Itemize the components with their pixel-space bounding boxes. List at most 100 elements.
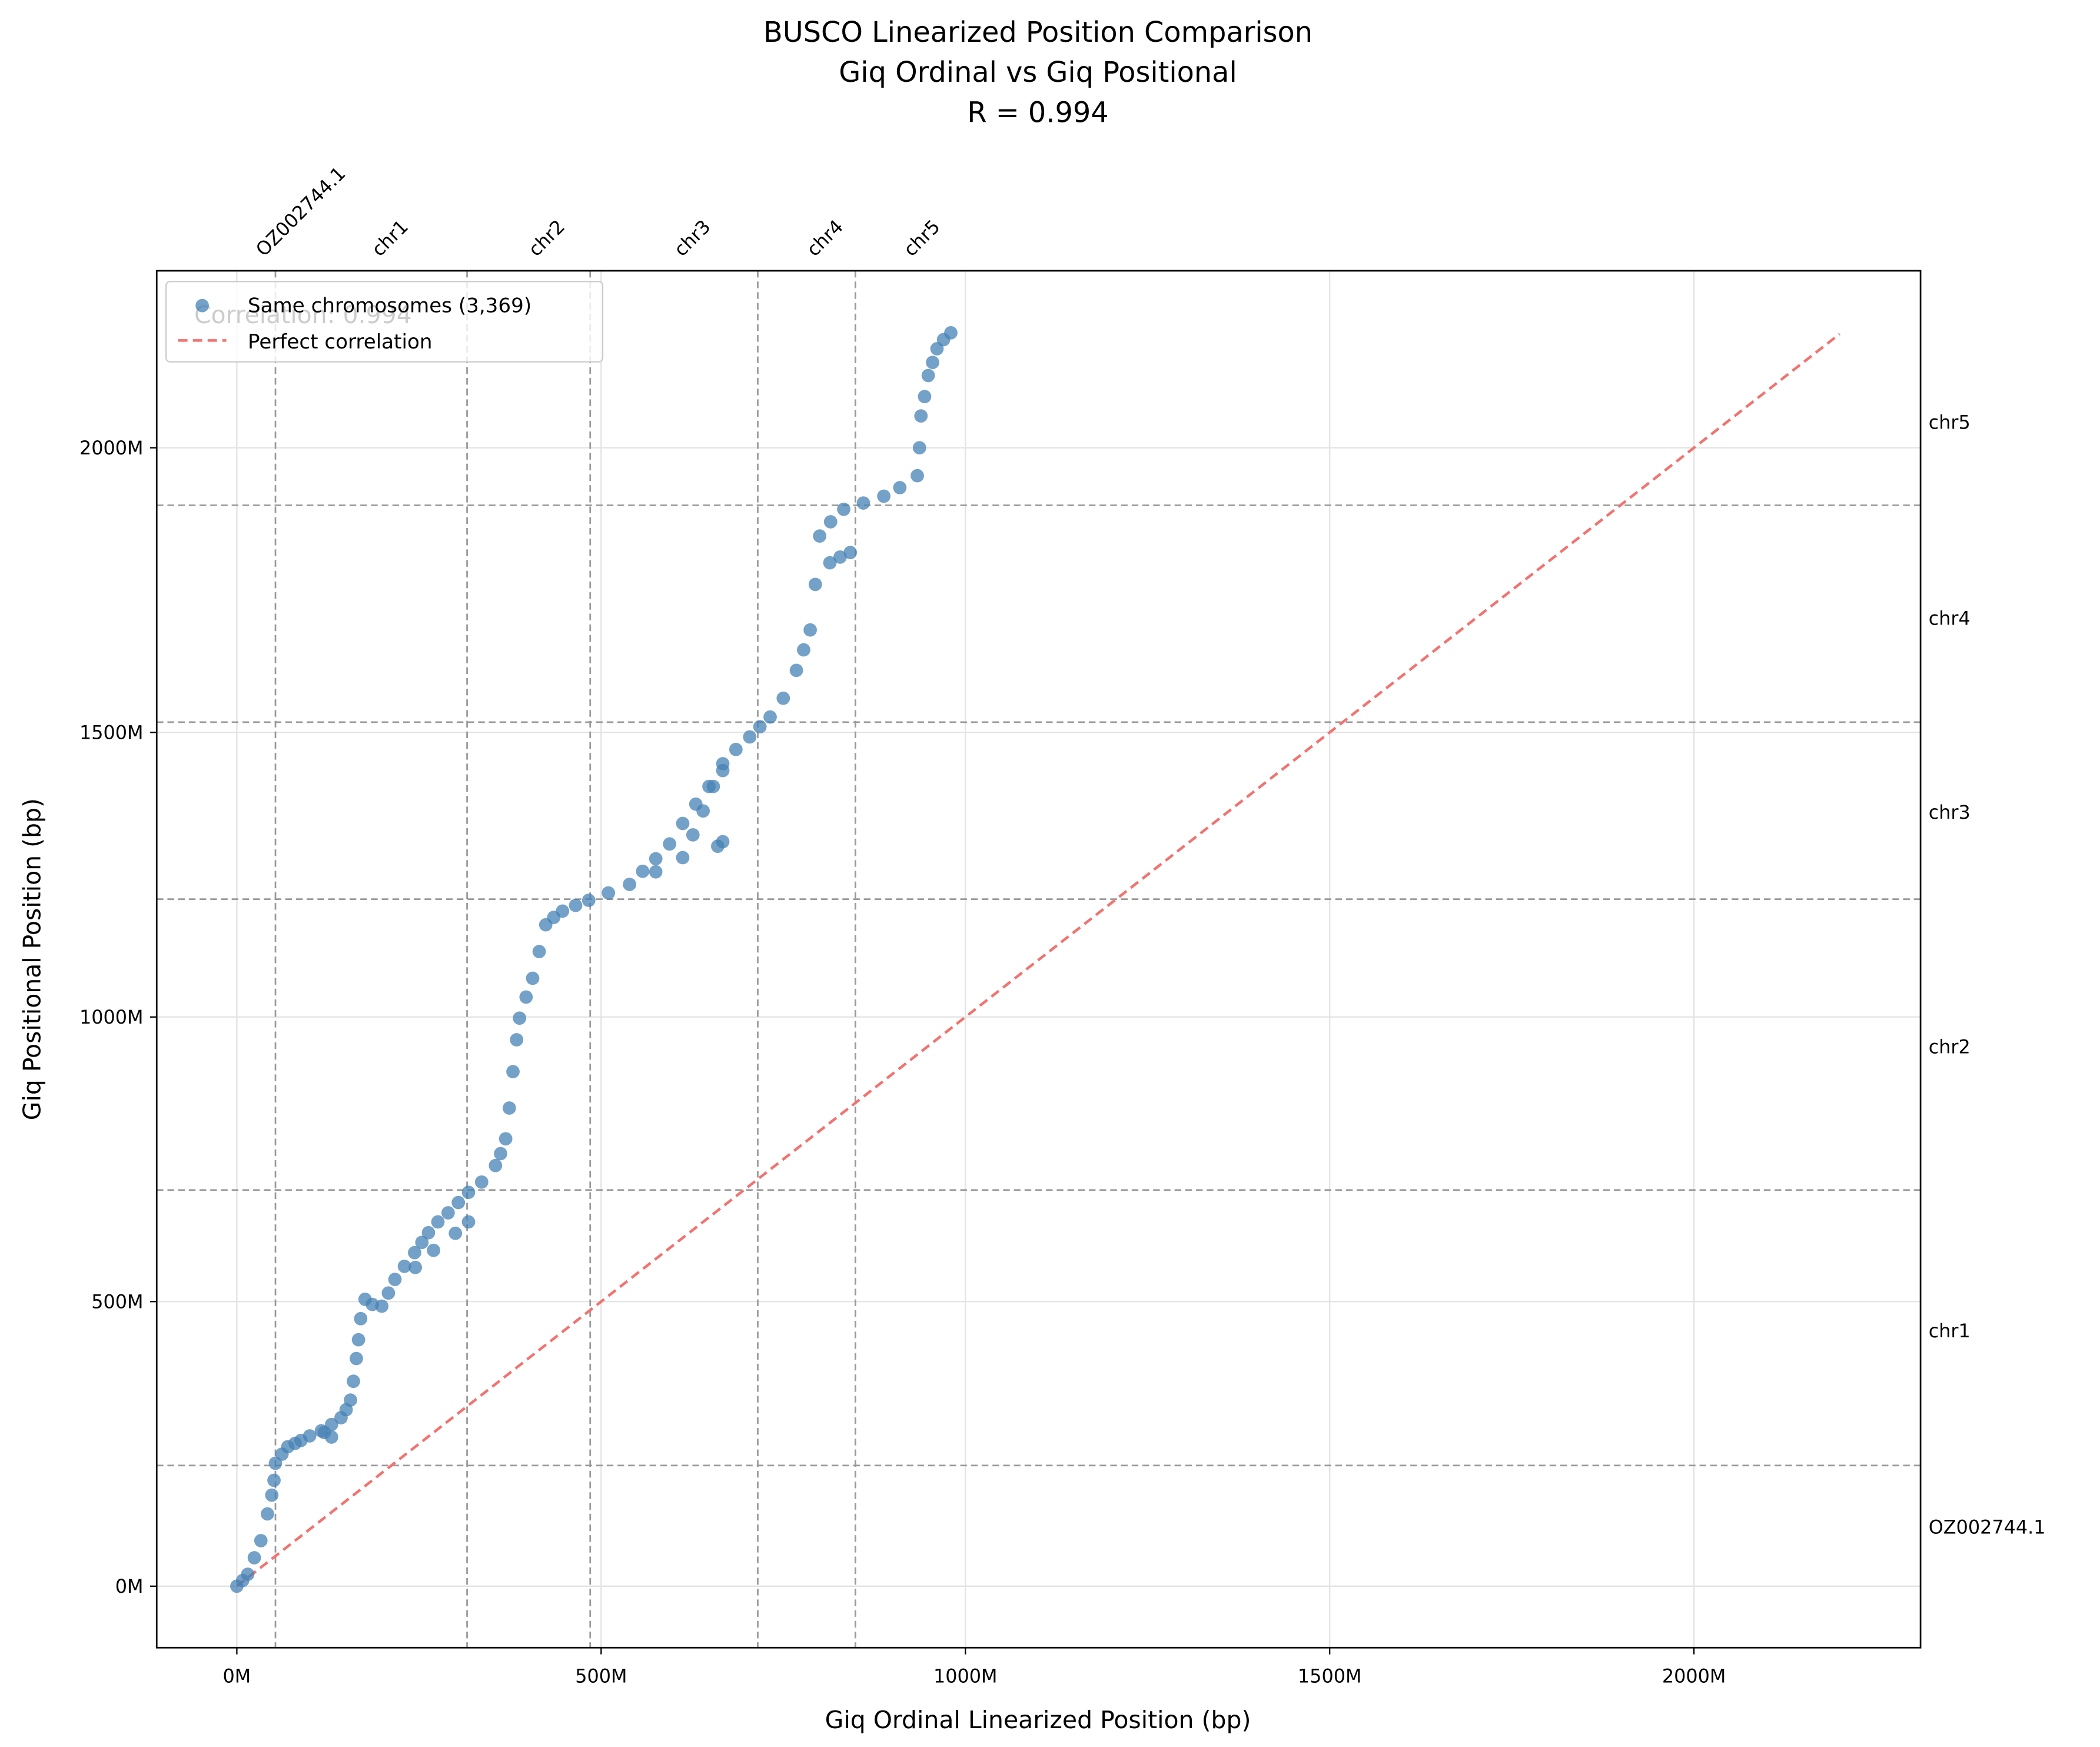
reference-line xyxy=(235,333,1841,1587)
scatter-point xyxy=(526,971,540,985)
x-tick-label: 0M xyxy=(223,1665,251,1687)
scatter-point xyxy=(265,1488,279,1502)
scatter-point xyxy=(716,763,730,778)
scatter-point xyxy=(918,390,932,404)
scatter-point xyxy=(926,356,939,370)
scatter-point xyxy=(649,865,663,879)
scatter-point xyxy=(489,1158,503,1173)
scatter-point xyxy=(911,469,924,483)
y-region-label: chr1 xyxy=(1929,1320,1971,1342)
scatter-point xyxy=(354,1311,368,1326)
scatter-point xyxy=(877,489,890,503)
chart-annotation: R = 0.994 xyxy=(967,97,1108,129)
scatter-point xyxy=(636,864,650,878)
scatter-point xyxy=(448,1226,463,1240)
scatter-point xyxy=(914,409,928,423)
y-region-label: chr2 xyxy=(1929,1035,1971,1058)
scatter-point xyxy=(729,742,743,756)
scatter-point xyxy=(789,663,803,677)
scatter-point xyxy=(856,496,870,510)
y-tick-label: 2000M xyxy=(79,437,144,459)
y-tick-label: 1000M xyxy=(79,1006,144,1028)
x-tick-label: 2000M xyxy=(1662,1665,1726,1687)
scatter-point xyxy=(324,1430,338,1444)
scatter-point xyxy=(893,481,907,494)
scatter-point xyxy=(912,441,926,455)
legend-label: Perfect correlation xyxy=(248,330,432,354)
scatter-point xyxy=(375,1299,389,1313)
scatter-point xyxy=(676,851,690,865)
scatter-point xyxy=(686,828,700,842)
chart-subtitle: Giq Ordinal vs Giq Positional xyxy=(839,57,1237,89)
scatter-point xyxy=(350,1351,363,1366)
scatter-point xyxy=(451,1195,466,1210)
scatter-point xyxy=(689,797,703,811)
y-tick-label: 1500M xyxy=(79,722,144,744)
y-region-label: chr3 xyxy=(1929,801,1971,823)
scatter-point xyxy=(427,1243,440,1257)
scatter-point xyxy=(602,886,616,900)
scatter-point xyxy=(944,326,958,340)
scatter-point xyxy=(441,1206,455,1220)
scatter-point xyxy=(743,730,757,744)
scatter-point xyxy=(381,1286,396,1300)
scatter-point xyxy=(803,623,817,637)
y-region-label: OZ002744.1 xyxy=(1929,1516,2046,1539)
x-tick-label: 500M xyxy=(575,1665,627,1687)
y-axis-label: Giq Positional Position (bp) xyxy=(18,798,46,1120)
scatter-point xyxy=(247,1551,261,1565)
scatter-point xyxy=(763,710,777,724)
scatter-point xyxy=(254,1534,268,1547)
scatter-point xyxy=(431,1215,445,1229)
scatter-point xyxy=(502,1101,516,1115)
scatter-point xyxy=(532,945,546,958)
scatter-point xyxy=(267,1473,281,1487)
scatter-point xyxy=(303,1429,317,1443)
scatter-point xyxy=(261,1507,274,1521)
scatter-point xyxy=(408,1246,421,1260)
scatter-point xyxy=(837,502,850,516)
scatter-point xyxy=(649,852,663,866)
scatter-point xyxy=(494,1147,507,1161)
scatter-point xyxy=(506,1065,520,1078)
legend: Same chromosomes (3,369) Perfect correlat… xyxy=(165,281,604,363)
scatter-point xyxy=(347,1374,360,1389)
scatter-point xyxy=(499,1132,513,1146)
scatter-point xyxy=(702,779,716,793)
y-tick-label: 0M xyxy=(115,1575,144,1597)
legend-label: Same chromosomes (3,369) xyxy=(248,294,531,318)
scatter-point xyxy=(569,898,583,912)
scatter-point xyxy=(833,550,847,564)
y-tick-label: 500M xyxy=(91,1291,143,1313)
y-region-label: chr5 xyxy=(1929,411,1971,434)
scatter-point xyxy=(623,878,636,891)
scatter-point xyxy=(582,894,596,907)
x-tick-label: 1500M xyxy=(1298,1665,1362,1687)
scatter-point xyxy=(797,643,810,657)
scatter-point xyxy=(397,1259,411,1273)
y-region-label: chr4 xyxy=(1929,607,1971,629)
scatter-point xyxy=(843,546,858,560)
scatter-point xyxy=(241,1567,255,1581)
x-tick-label: 1000M xyxy=(933,1665,998,1687)
scatter-point xyxy=(474,1175,489,1189)
scatter-point xyxy=(415,1235,429,1250)
scatter-point xyxy=(711,839,725,853)
scatter-point xyxy=(823,515,838,529)
scatter-point xyxy=(823,556,837,570)
scatter-point xyxy=(519,990,533,1004)
scatter-point xyxy=(408,1260,423,1274)
scatter-point xyxy=(813,529,827,543)
scatter-point xyxy=(421,1225,436,1240)
scatter-point xyxy=(461,1215,476,1229)
scatter-point xyxy=(351,1333,365,1347)
scatter-point xyxy=(663,837,677,851)
scatter-point xyxy=(513,1011,527,1025)
plot-frame xyxy=(155,270,1922,1649)
legend-box xyxy=(165,281,604,363)
scatter-point xyxy=(461,1185,476,1200)
legend-marker xyxy=(195,298,209,313)
chart-title: BUSCO Linearized Position Comparison xyxy=(763,16,1312,49)
